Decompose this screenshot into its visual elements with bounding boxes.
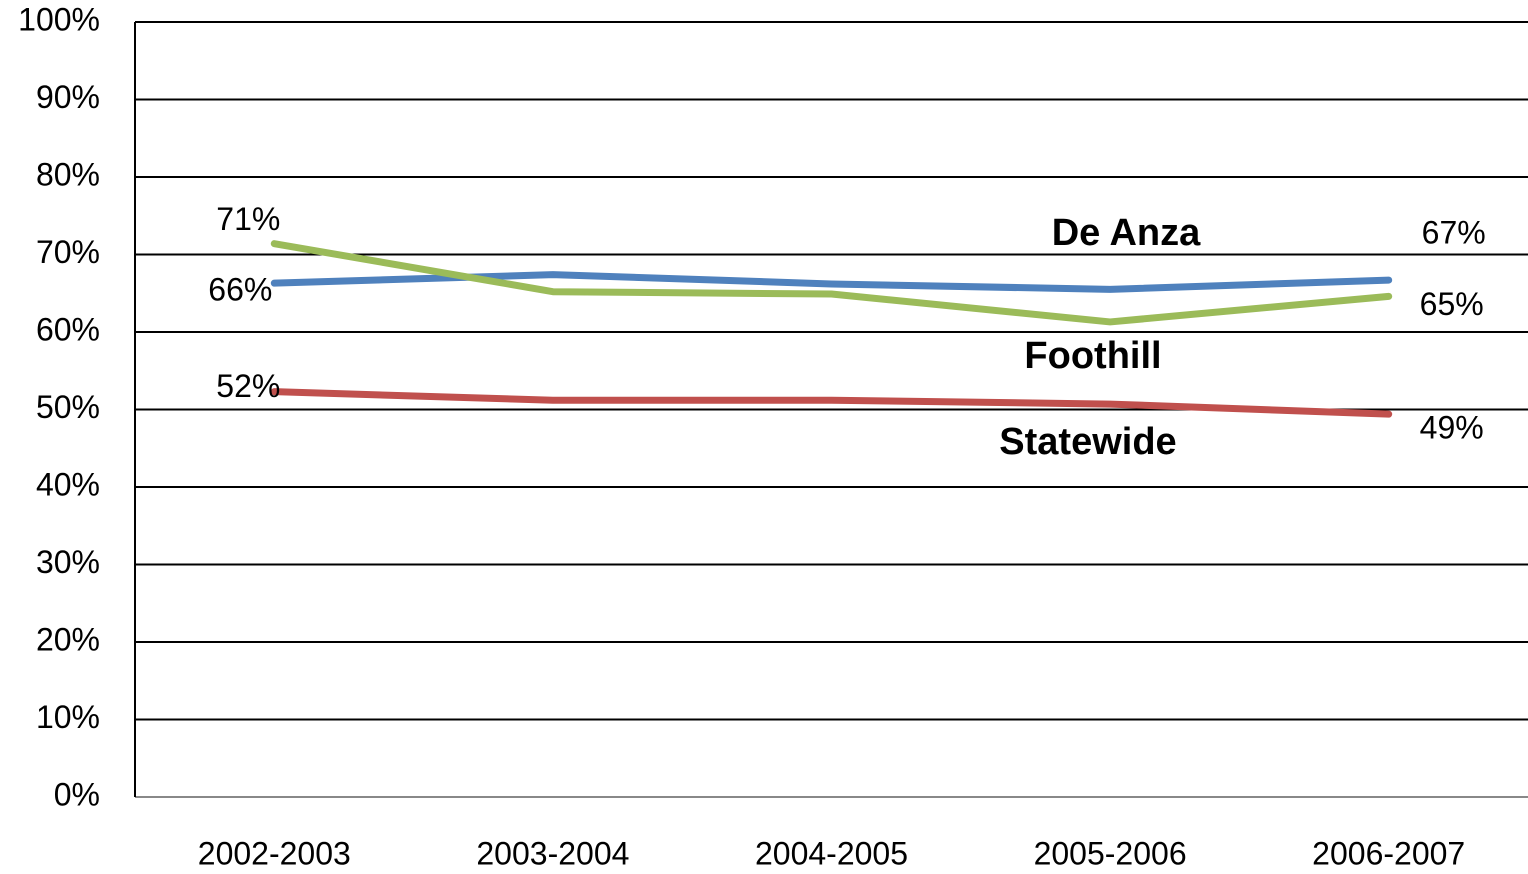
x-tick-label: 2004-2005 [755, 835, 908, 871]
line-series [270, 271, 1393, 293]
data-label: 52% [216, 368, 280, 404]
x-tick-label: 2002-2003 [198, 835, 351, 871]
y-tick-label: 60% [36, 311, 100, 347]
x-tick-label: 2005-2006 [1034, 835, 1187, 871]
x-tick-label: 2006-2007 [1312, 835, 1465, 871]
series-name: De Anza [1052, 212, 1201, 254]
line-series [270, 388, 1393, 418]
data-label: 66% [208, 272, 272, 308]
y-tick-label: 70% [36, 234, 100, 270]
y-tick-label: 10% [36, 699, 100, 735]
data-label: 49% [1420, 410, 1484, 446]
y-tick-label: 40% [36, 466, 100, 502]
y-tick-label: 100% [18, 1, 100, 37]
x-tick-label: 2003-2004 [476, 835, 629, 871]
line-series [270, 240, 1393, 326]
y-tick-label: 80% [36, 156, 100, 192]
data-label: 65% [1420, 286, 1484, 322]
data-label: 67% [1422, 215, 1486, 251]
series-name: Foothill [1024, 335, 1161, 377]
y-tick-label: 90% [36, 79, 100, 115]
y-tick-label: 30% [36, 544, 100, 580]
series-name: Statewide [999, 421, 1176, 463]
y-tick-label: 0% [54, 776, 100, 812]
data-label: 71% [216, 201, 280, 237]
y-tick-label: 50% [36, 389, 100, 425]
y-tick-label: 20% [36, 621, 100, 657]
